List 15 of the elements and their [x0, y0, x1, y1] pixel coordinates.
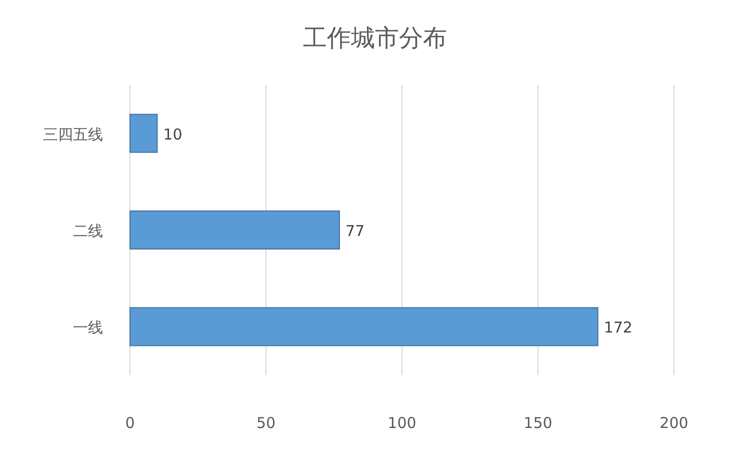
y-tick-label: 一线 — [73, 318, 103, 337]
data-label: 77 — [345, 222, 365, 240]
bar — [130, 307, 598, 346]
bar — [130, 114, 158, 153]
x-tick-label: 0 — [125, 414, 135, 432]
x-tick-label: 50 — [256, 414, 276, 432]
chart-title: 工作城市分布 — [303, 24, 447, 52]
x-tick-label: 150 — [524, 414, 552, 432]
bar — [130, 210, 340, 250]
x-tick-label: 200 — [660, 414, 688, 432]
data-label: 172 — [604, 318, 632, 337]
data-label: 10 — [163, 125, 182, 144]
y-tick-label: 三四五线 — [43, 125, 103, 144]
y-tick-label: 二线 — [73, 222, 103, 240]
x-tick-label: 100 — [388, 414, 416, 432]
